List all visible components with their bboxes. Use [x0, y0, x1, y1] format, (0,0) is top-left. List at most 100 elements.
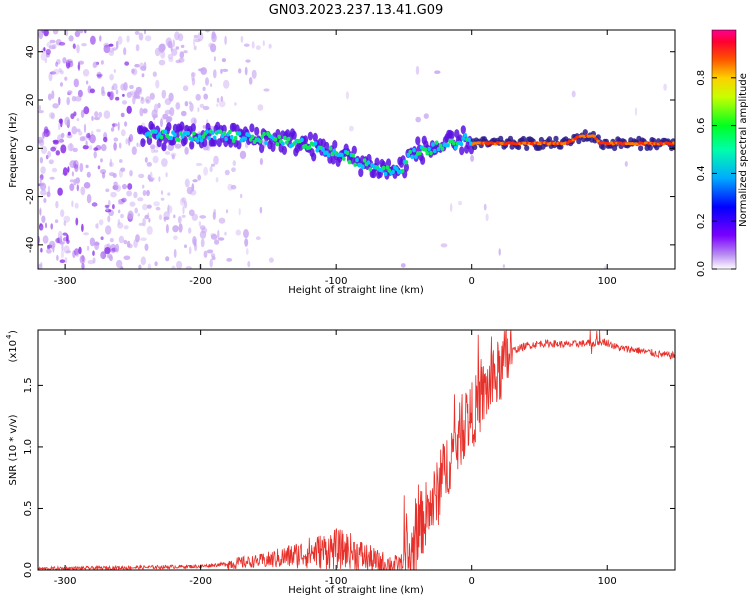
noise-blob — [113, 181, 118, 186]
ridge-halo-blob — [189, 140, 195, 150]
noise-blob — [100, 253, 104, 259]
noise-blob — [131, 146, 137, 156]
noise-blob — [139, 62, 145, 70]
noise-blob — [172, 225, 179, 233]
noise-blob — [255, 236, 261, 241]
colorbar-tick-label: 0.2 — [696, 213, 707, 229]
noise-blob — [221, 58, 226, 63]
colorbar-tick-label: 0.8 — [696, 70, 707, 86]
ridge-core-blob — [351, 153, 356, 158]
noise-blob — [93, 116, 100, 121]
ridge-core-blob — [258, 139, 263, 144]
ridge-core-blob — [345, 150, 350, 156]
noise-blob — [42, 235, 49, 244]
noise-blob — [83, 123, 87, 133]
noise-blob — [184, 244, 187, 248]
noise-blob — [122, 183, 127, 190]
noise-blob — [40, 189, 47, 196]
colorbar: 0.0 0.2 0.4 0.6 0.8 Normalized spectral ampl… — [696, 29, 749, 277]
noise-blob — [238, 208, 241, 216]
noise-blob — [127, 183, 133, 190]
noise-blob — [146, 189, 150, 197]
noise-blob — [39, 223, 44, 231]
noise-blob — [110, 191, 117, 198]
noise-blob — [104, 247, 111, 255]
noise-blob — [217, 229, 220, 239]
ridge-halo-blob — [270, 143, 276, 152]
noise-blob — [434, 70, 441, 74]
noise-blob — [199, 230, 207, 239]
ridge-core-blob — [395, 166, 399, 172]
noise-blob — [209, 258, 213, 268]
noise-blob — [120, 129, 126, 137]
noise-blob — [129, 84, 134, 90]
noise-blob — [107, 253, 113, 259]
noise-blob — [97, 165, 101, 170]
noise-blob — [502, 264, 506, 268]
noise-blob — [103, 136, 108, 143]
ridge-core-blob — [264, 140, 268, 145]
noise-blob — [100, 169, 107, 174]
ridge-halo-blob — [374, 157, 380, 167]
ridge-core-blob — [355, 157, 359, 163]
ridge-core-blob — [286, 136, 291, 142]
noise-blob — [423, 113, 429, 119]
noise-blob — [103, 44, 111, 54]
ridge-core-blob — [281, 141, 285, 146]
noise-blob — [94, 241, 100, 251]
noise-blob — [71, 171, 74, 177]
noise-blob — [213, 155, 219, 165]
noise-blob — [234, 102, 237, 106]
noise-blob — [48, 112, 55, 119]
noise-blob — [112, 184, 119, 191]
ridge-core-blob — [459, 141, 464, 147]
noise-blob — [39, 208, 42, 216]
noise-blob — [66, 59, 73, 64]
noise-blob — [121, 197, 127, 203]
noise-blob — [64, 257, 68, 264]
noise-blob — [174, 143, 182, 149]
noise-blob — [240, 193, 243, 199]
ridge-halo-blob — [140, 138, 146, 148]
ridge-core-blob — [596, 139, 600, 143]
noise-blob — [111, 123, 118, 127]
noise-blob — [41, 215, 46, 223]
noise-blob — [161, 158, 168, 167]
noise-blob — [202, 86, 206, 91]
noise-blob — [65, 30, 69, 37]
noise-blob — [139, 107, 144, 117]
noise-blob — [104, 204, 110, 208]
noise-blob — [129, 90, 134, 96]
ridge-halo-blob — [312, 132, 318, 142]
ridge-core-blob — [275, 142, 280, 147]
noise-blob — [92, 257, 96, 264]
noise-blob — [109, 158, 113, 167]
noise-blob — [146, 99, 149, 103]
noise-blob — [91, 130, 94, 136]
ridge-core-blob — [391, 169, 395, 174]
noise-blob — [59, 259, 66, 264]
noise-blob — [246, 248, 249, 255]
noise-blob — [50, 223, 53, 230]
ridge-core-blob — [463, 132, 468, 138]
noise-blob — [118, 168, 123, 178]
ridge-core-blob — [169, 135, 173, 141]
noise-blob — [210, 163, 216, 167]
noise-blob — [173, 248, 177, 258]
noise-blob — [150, 144, 156, 150]
ridge-core-blob — [414, 154, 418, 159]
noise-blob — [91, 202, 98, 207]
noise-blob — [85, 164, 89, 169]
colorbar-ticks: 0.0 0.2 0.4 0.6 0.8 — [696, 70, 736, 277]
noise-blob — [124, 61, 130, 66]
noise-blob — [168, 57, 174, 63]
noise-blob — [123, 239, 128, 245]
ridge-core-blob — [592, 134, 596, 138]
noise-blob — [76, 184, 80, 192]
ridge-core-blob — [220, 133, 225, 139]
noise-blob — [39, 157, 44, 164]
noise-blob — [188, 209, 195, 216]
noise-blob — [184, 101, 189, 107]
noise-blob — [222, 68, 229, 72]
noise-blob — [268, 43, 272, 49]
